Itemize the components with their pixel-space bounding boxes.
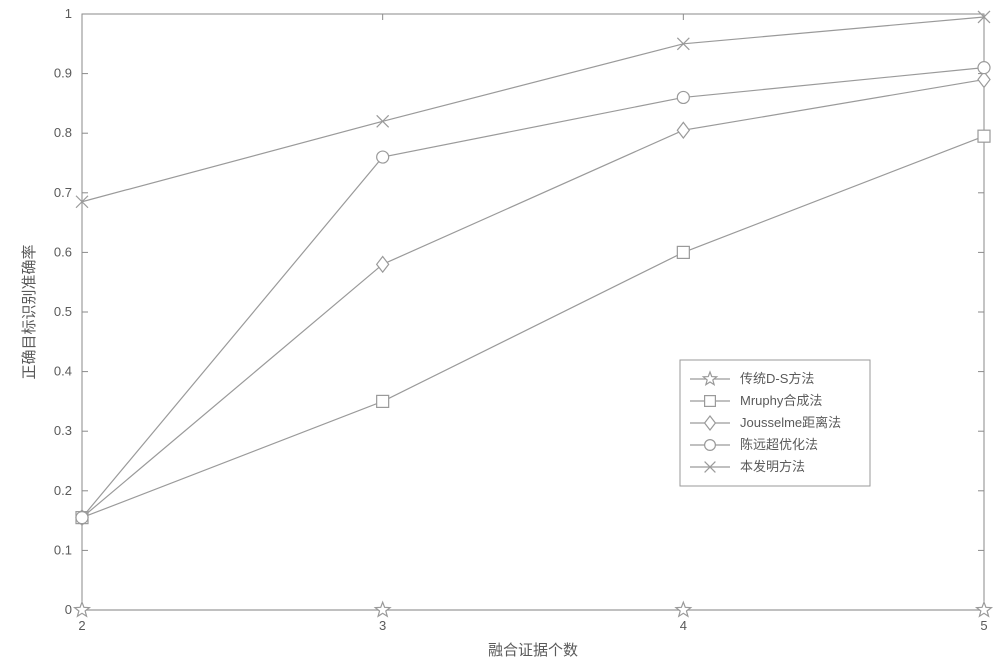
square-marker (677, 246, 689, 258)
x-axis-label: 融合证据个数 (488, 642, 578, 659)
square-marker (705, 396, 716, 407)
legend-label: 本发明方法 (740, 459, 805, 474)
circle-marker (377, 151, 389, 163)
y-tick-label: 0.6 (54, 244, 72, 259)
diamond-marker (677, 122, 689, 138)
star5-marker (977, 602, 992, 616)
circle-marker (978, 62, 990, 74)
y-tick-label: 0.2 (54, 483, 72, 498)
series-line-4 (82, 17, 984, 202)
circle-marker (76, 512, 88, 524)
y-axis-label: 正确目标识别准确率 (21, 244, 38, 379)
star5-marker (676, 602, 691, 616)
y-tick-label: 0.7 (54, 185, 72, 200)
square-marker (377, 395, 389, 407)
plot-border (82, 14, 984, 610)
x-tick-label: 3 (379, 618, 386, 633)
square-marker (978, 130, 990, 142)
legend-label: Jousselme距离法 (740, 415, 841, 430)
legend-label: 陈远超优化法 (740, 437, 818, 452)
chart-container: 0 0.1 0.2 0.3 0.4 0.5 0.6 0.7 0.8 0.9 1 2 3 4 5 融合证据个数 正… (0, 0, 1000, 665)
y-tick-label: 0.9 (54, 66, 72, 81)
legend-label: Mruphy合成法 (740, 393, 822, 408)
star5-marker (75, 602, 90, 616)
legend-label: 传统D-S方法 (740, 371, 814, 386)
y-tick-label: 1 (65, 6, 72, 21)
star5-marker (375, 602, 390, 616)
y-tick-label: 0.3 (54, 423, 72, 438)
x-tick-label: 2 (78, 618, 85, 633)
y-tick-label: 0.4 (54, 364, 72, 379)
y-tick-label: 0.8 (54, 125, 72, 140)
circle-marker (705, 440, 716, 451)
y-tick-label: 0.1 (54, 542, 72, 557)
chart-svg: 0 0.1 0.2 0.3 0.4 0.5 0.6 0.7 0.8 0.9 1 2 3 4 5 融合证据个数 正… (0, 0, 1000, 665)
x-tick-label: 5 (980, 618, 987, 633)
x-tick-label: 4 (680, 618, 687, 633)
x-marker (377, 115, 389, 127)
diamond-marker (377, 257, 389, 273)
y-tick-label: 0 (65, 602, 72, 617)
circle-marker (677, 91, 689, 103)
y-tick-label: 0.5 (54, 304, 72, 319)
